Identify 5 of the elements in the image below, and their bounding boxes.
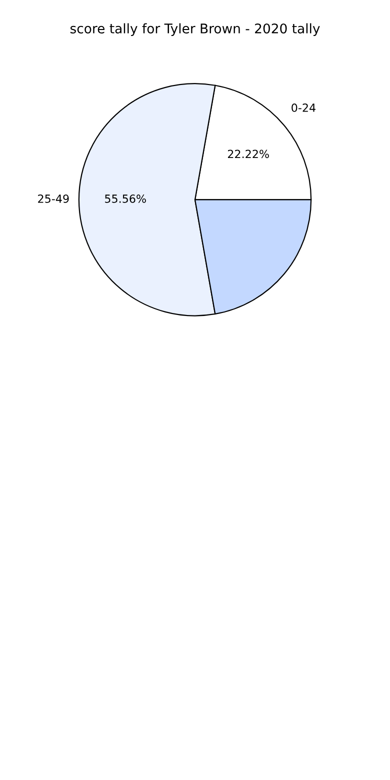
data-label: 55.56% [105, 194, 146, 203]
chart-title: score tally for Tyler Brown - 2020 tally [70, 23, 320, 36]
slice-label: 25-49 [38, 194, 69, 203]
data-label: 22.22% [228, 150, 269, 158]
slice-label: 0-24 [292, 103, 316, 112]
